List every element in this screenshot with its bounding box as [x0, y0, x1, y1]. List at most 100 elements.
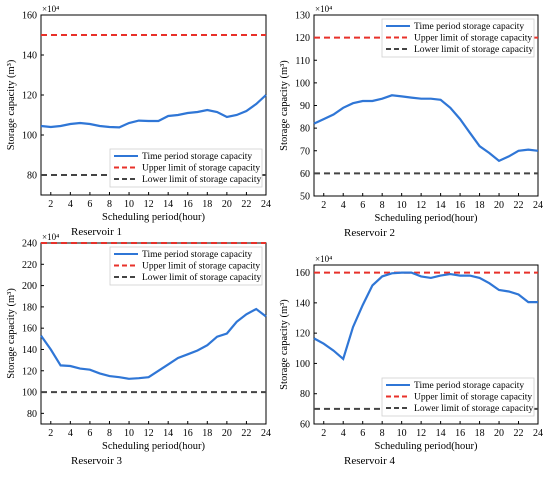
x-tick-label: 2 [48, 428, 53, 439]
x-tick-label: 18 [475, 200, 485, 211]
legend-label: Upper limit of storage capacity [414, 392, 532, 403]
panel-caption: Reservoir 1 [71, 226, 122, 238]
legend-label: Time period storage capacity [414, 22, 524, 32]
x-tick-label: 4 [341, 200, 346, 211]
series-storage-line [40, 307, 267, 380]
panel-caption: Reservoir 3 [71, 455, 123, 467]
y-tick-label: 120 [22, 366, 37, 377]
y-tick-label: 80 [27, 171, 37, 182]
y-axis-label: Storage capacity (m³) [279, 60, 290, 151]
x-tick-label: 22 [514, 428, 524, 439]
legend-label: Upper limit of storage capacity [142, 261, 260, 272]
y-tick-label: 240 [22, 239, 37, 250]
y-tick-label: 140 [22, 345, 37, 356]
legend-label: Lower limit of storage capacity [414, 44, 533, 55]
x-tick-label: 22 [241, 199, 251, 210]
x-tick-label: 10 [124, 199, 134, 210]
x-tick-label: 10 [397, 200, 407, 211]
x-tick-label: 8 [107, 428, 112, 439]
x-tick-label: 16 [183, 199, 193, 210]
x-tick-label: 24 [261, 199, 271, 210]
x-tick-label: 10 [397, 428, 407, 439]
y-tick-label: 100 [22, 131, 37, 142]
axis-multiplier: ×10⁴ [315, 4, 332, 14]
y-tick-label: 120 [295, 33, 310, 44]
legend-label: Time period storage capacity [142, 152, 252, 162]
y-tick-label: 120 [295, 329, 310, 340]
y-axis-label: Storage capacity (m³) [6, 59, 17, 150]
y-tick-label: 100 [22, 388, 37, 399]
x-tick-label: 6 [360, 428, 365, 439]
y-tick-label: 110 [295, 56, 310, 67]
y-tick-label: 60 [300, 420, 310, 431]
x-tick-label: 4 [68, 199, 73, 210]
chart-panel: 2 4 6 8 10 12 14 16 18 20 22 2480100120140160×10⁴Sc… [6, 4, 271, 238]
legend-box [109, 148, 263, 188]
y-tick-label: 120 [22, 91, 37, 102]
y-tick-label: 80 [300, 124, 310, 135]
x-tick-label: 12 [144, 199, 154, 210]
axis-multiplier: ×10⁴ [315, 254, 332, 264]
x-tick-label: 8 [380, 428, 385, 439]
x-tick-label: 8 [380, 200, 385, 211]
x-tick-label: 20 [494, 428, 504, 439]
x-tick-label: 14 [436, 200, 446, 211]
chart-panel: 2 4 6 8 10 12 14 16 18 20 22 2480100120140160180200… [6, 232, 271, 467]
y-tick-label: 160 [22, 324, 37, 335]
plot-frame [40, 14, 267, 196]
x-tick-label: 20 [222, 199, 232, 210]
y-tick-label: 160 [295, 268, 310, 279]
x-tick-label: 22 [241, 428, 251, 439]
y-tick-label: 140 [295, 298, 310, 309]
x-tick-label: 2 [321, 428, 326, 439]
x-tick-label: 14 [436, 428, 446, 439]
axis-multiplier: ×10⁴ [42, 4, 59, 14]
y-tick-label: 80 [300, 389, 310, 400]
y-tick-label: 200 [22, 281, 37, 292]
x-tick-label: 20 [222, 428, 232, 439]
y-tick-label: 140 [22, 51, 37, 62]
legend-label: Lower limit of storage capacity [414, 403, 533, 414]
x-tick-label: 14 [163, 199, 173, 210]
y-tick-label: 220 [22, 260, 37, 271]
panel-caption: Reservoir 2 [344, 227, 395, 239]
x-axis-label: Scheduling period(hour) [375, 441, 478, 452]
chart-panel: 2 4 6 8 10 12 14 16 18 20 22 2450607080901001101201… [279, 4, 543, 239]
panel-caption: Reservoir 4 [344, 455, 396, 467]
x-axis-label: Scheduling period(hour) [102, 441, 205, 452]
y-tick-label: 90 [300, 101, 310, 112]
legend-label: Upper limit of storage capacity [414, 33, 532, 44]
x-tick-label: 16 [455, 428, 465, 439]
x-tick-label: 12 [144, 428, 154, 439]
x-tick-label: 20 [494, 200, 504, 211]
legend-label: Lower limit of storage capacity [142, 174, 261, 185]
x-tick-label: 18 [202, 428, 212, 439]
y-tick-label: 70 [300, 146, 310, 157]
x-tick-label: 4 [68, 428, 73, 439]
x-tick-label: 24 [533, 200, 543, 211]
x-axis-label: Scheduling period(hour) [375, 213, 478, 224]
x-tick-label: 24 [533, 428, 543, 439]
axis-multiplier: ×10⁴ [42, 232, 59, 242]
chart-panel: 2 4 6 8 10 12 14 16 18 20 22 246080100120140160×10⁴… [279, 254, 543, 467]
x-tick-label: 6 [87, 199, 92, 210]
legend-label: Time period storage capacity [414, 381, 524, 391]
x-tick-label: 16 [183, 428, 193, 439]
x-tick-label: 12 [416, 200, 426, 211]
series-storage-line [40, 94, 267, 129]
x-tick-label: 8 [107, 199, 112, 210]
series-storage-line [313, 94, 539, 163]
x-tick-label: 16 [455, 200, 465, 211]
x-tick-label: 18 [202, 199, 212, 210]
plot-frame [313, 264, 539, 425]
y-axis-label: Storage capacity (m³) [6, 288, 17, 379]
y-tick-label: 180 [22, 302, 37, 313]
x-tick-label: 18 [475, 428, 485, 439]
legend-label: Time period storage capacity [142, 250, 252, 260]
y-tick-label: 160 [22, 11, 37, 22]
x-tick-label: 6 [360, 200, 365, 211]
